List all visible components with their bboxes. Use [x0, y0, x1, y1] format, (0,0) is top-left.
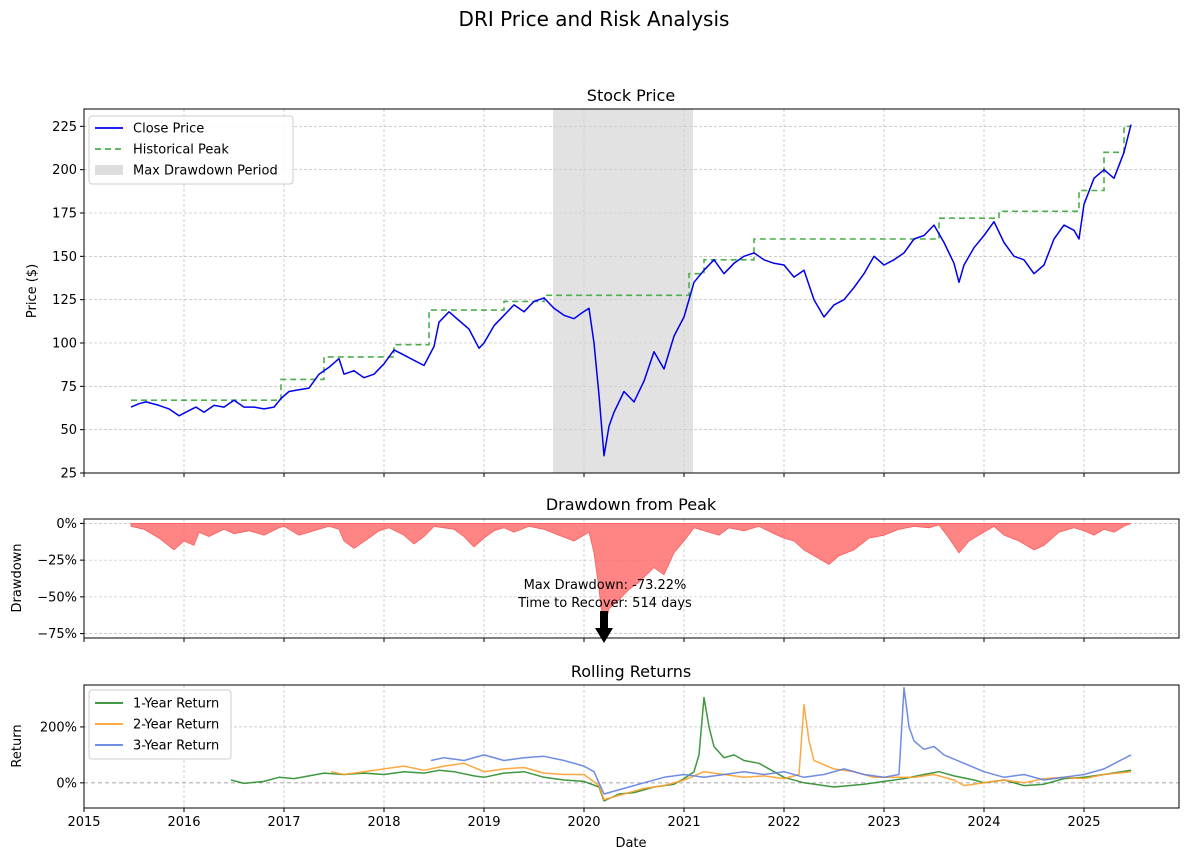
max-drawdown-period-region [553, 109, 693, 473]
y-tick-label: 175 [52, 207, 77, 222]
legend-label: 2-Year Return [133, 718, 219, 733]
rolling-returns-panel: Rolling Returns Return 200%0% 2015 2016 20… [10, 662, 1180, 851]
x-tick-label: 2015 [67, 815, 100, 830]
stock-price-title: Stock Price [587, 86, 675, 105]
legend-label: 1-Year Return [133, 697, 219, 712]
x-tick-label: 2017 [267, 815, 300, 830]
three-year-return-line [430, 687, 1132, 795]
drawdown-x-ticks [83, 638, 1085, 642]
rolling-returns-frame [83, 684, 1180, 809]
price-x-ticks [83, 473, 1085, 477]
drawdown-panel: Drawdown from Peak Drawdown 0% −25% −50% −7… [10, 495, 1180, 643]
time-to-recover-text: Time to Recover: 514 days [517, 596, 692, 611]
legend-label: Close Price [133, 122, 204, 137]
x-tick-label: 2016 [167, 815, 200, 830]
stock-price-frame [83, 108, 1180, 474]
rolling-returns-grid [83, 685, 1179, 808]
close-price-line [130, 124, 1132, 457]
max-drawdown-annotation: Max Drawdown: -73.22% Time to Recover: 5… [517, 578, 692, 643]
legend-label: Historical Peak [133, 143, 229, 158]
price-y-ticks: 25 50 75 100 125 150 175 200 225 [52, 120, 84, 482]
stock-price-legend: Close Price Historical Peak Max Drawdown P… [88, 115, 294, 185]
rolling-returns-series [230, 687, 1132, 802]
historical-peak-line [131, 125, 1131, 402]
rolling-returns-title: Rolling Returns [571, 662, 691, 681]
y-tick-label: 125 [52, 293, 77, 308]
drawdown-y-ticks: 0% −25% −50% −75% [37, 517, 84, 642]
stock-price-series [130, 124, 1132, 457]
annotation-arrow-head [595, 627, 613, 643]
drawdown-frame [83, 518, 1180, 639]
x-tick-label: 2018 [367, 815, 400, 830]
two-year-return-line [330, 703, 1132, 801]
drawdown-title: Drawdown from Peak [546, 495, 717, 514]
rolling-returns-legend: 1-Year Return 2-Year Return 3-Year Return [88, 689, 232, 760]
y-tick-label: 0% [56, 776, 77, 791]
date-axis-label: Date [615, 836, 646, 851]
y-tick-label: 200% [40, 720, 77, 735]
figure-title: DRI Price and Risk Analysis [459, 7, 730, 31]
y-tick-label: 150 [52, 250, 77, 265]
return-axis-label: Return [10, 724, 25, 767]
y-tick-label: 25 [60, 467, 77, 482]
y-tick-label: −75% [37, 627, 77, 642]
legend-box [88, 689, 232, 760]
x-tick-label: 2024 [967, 815, 1000, 830]
y-tick-label: 50 [60, 423, 77, 438]
y-tick-label: 200 [52, 163, 77, 178]
y-tick-label: 0% [56, 517, 77, 532]
y-tick-label: 225 [52, 120, 77, 135]
date-x-ticks: 2015 2016 2017 2018 2019 2020 2021 2022 2023 2024… [67, 808, 1101, 830]
x-tick-label: 2021 [667, 815, 700, 830]
legend-box [88, 115, 294, 185]
y-tick-label: −25% [37, 554, 77, 569]
drawdown-area [130, 523, 1132, 631]
one-year-return-line [230, 696, 1132, 802]
x-tick-label: 2023 [867, 815, 900, 830]
y-tick-label: 75 [60, 380, 77, 395]
legend-swatch-max-drawdown [95, 165, 123, 175]
annotation-arrow-shaft [600, 611, 608, 629]
return-y-ticks: 200% 0% [40, 720, 84, 791]
drawdown-series [130, 523, 1132, 631]
drawdown-axis-label: Drawdown [10, 543, 25, 612]
legend-label: 3-Year Return [133, 739, 219, 754]
x-tick-label: 2020 [567, 815, 600, 830]
stock-price-panel: Stock Price Price ($) 25 50 75 100 125 150 175… [25, 86, 1180, 482]
x-tick-label: 2022 [767, 815, 800, 830]
price-axis-label: Price ($) [25, 264, 40, 318]
max-drawdown-period-band [553, 109, 693, 473]
y-tick-label: 100 [52, 337, 77, 352]
y-tick-label: −50% [37, 590, 77, 605]
x-tick-label: 2019 [467, 815, 500, 830]
legend-label: Max Drawdown Period [133, 164, 278, 179]
max-drawdown-text: Max Drawdown: -73.22% [524, 578, 687, 593]
x-tick-label: 2025 [1067, 815, 1100, 830]
